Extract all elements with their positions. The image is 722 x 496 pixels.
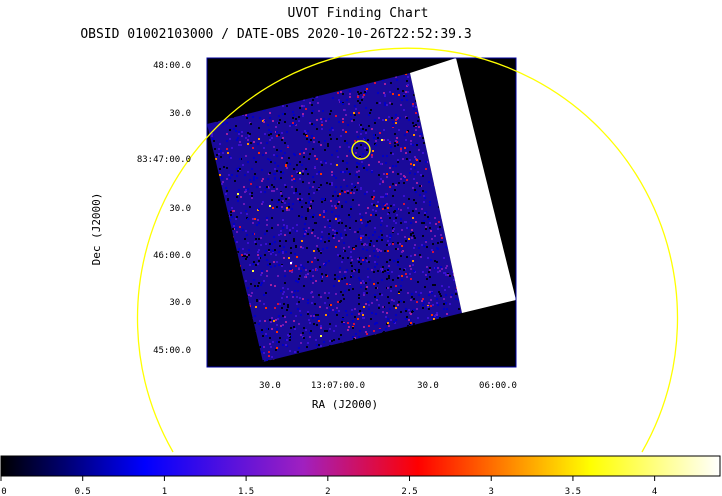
y-tick-labels: 48:00.0 30.0 83:47:00.0 30.0 46:00.0 30.0 45:0… — [137, 61, 191, 356]
y-tick-label: 48:00.0 — [153, 61, 191, 71]
x-tick-labels: 30.0 13:07:00.0 30.0 06:00.0 — [259, 381, 517, 391]
colorbar-tick-label: 0.5 — [75, 487, 91, 496]
colorbar-tick-label: 1 — [162, 487, 167, 496]
x-tick-label: 13:07:00.0 — [311, 381, 365, 391]
x-tick-label: 30.0 — [259, 381, 281, 391]
colorbar-tick-label: 0 — [1, 487, 6, 496]
colorbar — [0, 455, 721, 477]
image-frame — [206, 57, 517, 368]
colorbar-tick-label: 2 — [325, 487, 330, 496]
colorbar-tick-label: 1.5 — [238, 487, 254, 496]
colorbar-ticks: 0 0.5 1 1.5 2 2.5 3 3.5 4 — [0, 476, 657, 496]
exposure-gap — [410, 58, 516, 313]
y-tick-label: 45:00.0 — [153, 346, 191, 356]
colorbar-tick-label: 3.5 — [565, 487, 581, 496]
source-region-circle — [351, 140, 371, 160]
colorbar-tick-label: 3 — [489, 487, 494, 496]
x-axis-label: RA (J2000) — [312, 398, 378, 411]
y-tick-label: 83:47:00.0 — [137, 155, 191, 165]
y-tick-label: 30.0 — [169, 298, 191, 308]
y-tick-label: 46:00.0 — [153, 251, 191, 261]
y-tick-label: 30.0 — [169, 109, 191, 119]
chart-title: UVOT Finding Chart — [288, 6, 429, 21]
y-tick-label: 30.0 — [169, 204, 191, 214]
colorbar-tick-label: 2.5 — [401, 487, 417, 496]
chart-subtitle: OBSID 01002103000 / DATE-OBS 2020-10-26T… — [80, 27, 471, 42]
field-of-view-arc — [136, 47, 679, 453]
y-axis-label: Dec (J2000) — [90, 193, 103, 266]
colorbar-tick-label: 4 — [652, 487, 657, 496]
x-tick-label: 06:00.0 — [479, 381, 517, 391]
x-tick-label: 30.0 — [417, 381, 439, 391]
